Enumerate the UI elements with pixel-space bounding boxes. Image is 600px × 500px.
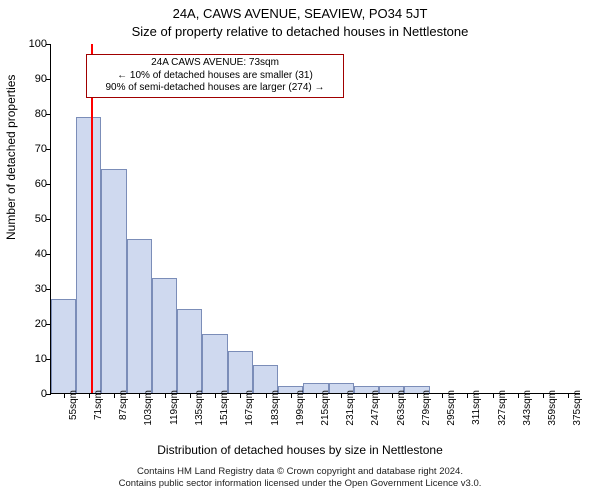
y-tick-mark — [46, 44, 51, 45]
x-tick-label: 71sqm — [93, 390, 104, 430]
y-tick-label: 0 — [17, 388, 47, 400]
x-tick-label: 311sqm — [471, 390, 482, 430]
x-axis-label: Distribution of detached houses by size … — [0, 443, 600, 457]
x-tick-mark — [392, 393, 393, 398]
y-tick-mark — [46, 114, 51, 115]
annotation-box: 24A CAWS AVENUE: 73sqm← 10% of detached … — [86, 54, 344, 98]
y-axis-label: Number of detached properties — [4, 75, 18, 240]
y-tick-mark — [46, 149, 51, 150]
x-tick-label: 55sqm — [68, 390, 79, 430]
footer-line1: Contains HM Land Registry data © Crown c… — [0, 466, 600, 478]
x-tick-label: 247sqm — [370, 390, 381, 430]
y-tick-mark — [46, 184, 51, 185]
y-tick-label: 70 — [17, 143, 47, 155]
y-tick-label: 100 — [17, 38, 47, 50]
y-tick-mark — [46, 79, 51, 80]
x-tick-mark — [366, 393, 367, 398]
histogram-bar — [202, 334, 227, 394]
x-tick-mark — [215, 393, 216, 398]
x-tick-mark — [89, 393, 90, 398]
x-tick-label: 279sqm — [421, 390, 432, 430]
x-tick-label: 343sqm — [522, 390, 533, 430]
x-tick-mark — [417, 393, 418, 398]
chart-title-line2: Size of property relative to detached ho… — [0, 24, 600, 39]
x-tick-mark — [266, 393, 267, 398]
x-tick-mark — [467, 393, 468, 398]
x-tick-mark — [139, 393, 140, 398]
plot-area: 010203040506070809010055sqm71sqm87sqm103… — [50, 44, 580, 394]
histogram-bar — [51, 299, 76, 394]
x-tick-mark — [543, 393, 544, 398]
x-tick-mark — [240, 393, 241, 398]
histogram-bar — [76, 117, 101, 394]
x-tick-label: 183sqm — [270, 390, 281, 430]
x-tick-mark — [165, 393, 166, 398]
x-tick-mark — [493, 393, 494, 398]
y-tick-mark — [46, 289, 51, 290]
y-tick-label: 80 — [17, 108, 47, 120]
x-tick-mark — [316, 393, 317, 398]
x-tick-label: 231sqm — [345, 390, 356, 430]
chart-title-line1: 24A, CAWS AVENUE, SEAVIEW, PO34 5JT — [0, 6, 600, 21]
y-tick-label: 90 — [17, 73, 47, 85]
x-tick-mark — [442, 393, 443, 398]
x-tick-mark — [190, 393, 191, 398]
x-tick-label: 359sqm — [547, 390, 558, 430]
footer-attribution: Contains HM Land Registry data © Crown c… — [0, 466, 600, 491]
y-tick-mark — [46, 394, 51, 395]
y-tick-label: 50 — [17, 213, 47, 225]
y-tick-label: 40 — [17, 248, 47, 260]
annotation-line3: 90% of semi-detached houses are larger (… — [91, 82, 339, 95]
y-tick-label: 20 — [17, 318, 47, 330]
annotation-line2: ← 10% of detached houses are smaller (31… — [91, 70, 339, 83]
x-tick-label: 295sqm — [446, 390, 457, 430]
histogram-bar — [177, 309, 202, 393]
x-tick-label: 135sqm — [194, 390, 205, 430]
x-tick-mark — [341, 393, 342, 398]
y-tick-label: 10 — [17, 353, 47, 365]
x-tick-label: 151sqm — [219, 390, 230, 430]
x-tick-label: 263sqm — [396, 390, 407, 430]
histogram-bar — [127, 239, 152, 393]
footer-line2: Contains public sector information licen… — [0, 478, 600, 490]
x-tick-mark — [291, 393, 292, 398]
x-tick-mark — [568, 393, 569, 398]
x-tick-label: 327sqm — [497, 390, 508, 430]
x-tick-label: 167sqm — [244, 390, 255, 430]
x-tick-label: 199sqm — [295, 390, 306, 430]
chart-container: 24A, CAWS AVENUE, SEAVIEW, PO34 5JT Size… — [0, 0, 600, 500]
x-tick-mark — [64, 393, 65, 398]
x-tick-label: 119sqm — [169, 390, 180, 430]
x-tick-mark — [518, 393, 519, 398]
x-tick-label: 215sqm — [320, 390, 331, 430]
histogram-bar — [228, 351, 253, 393]
x-tick-label: 87sqm — [118, 390, 129, 430]
x-tick-label: 375sqm — [572, 390, 583, 430]
y-tick-label: 30 — [17, 283, 47, 295]
x-tick-mark — [114, 393, 115, 398]
histogram-bar — [101, 169, 126, 393]
annotation-line1: 24A CAWS AVENUE: 73sqm — [91, 57, 339, 70]
y-tick-mark — [46, 219, 51, 220]
x-tick-label: 103sqm — [143, 390, 154, 430]
y-tick-mark — [46, 254, 51, 255]
y-tick-label: 60 — [17, 178, 47, 190]
histogram-bar — [152, 278, 177, 394]
histogram-bar — [253, 365, 278, 393]
